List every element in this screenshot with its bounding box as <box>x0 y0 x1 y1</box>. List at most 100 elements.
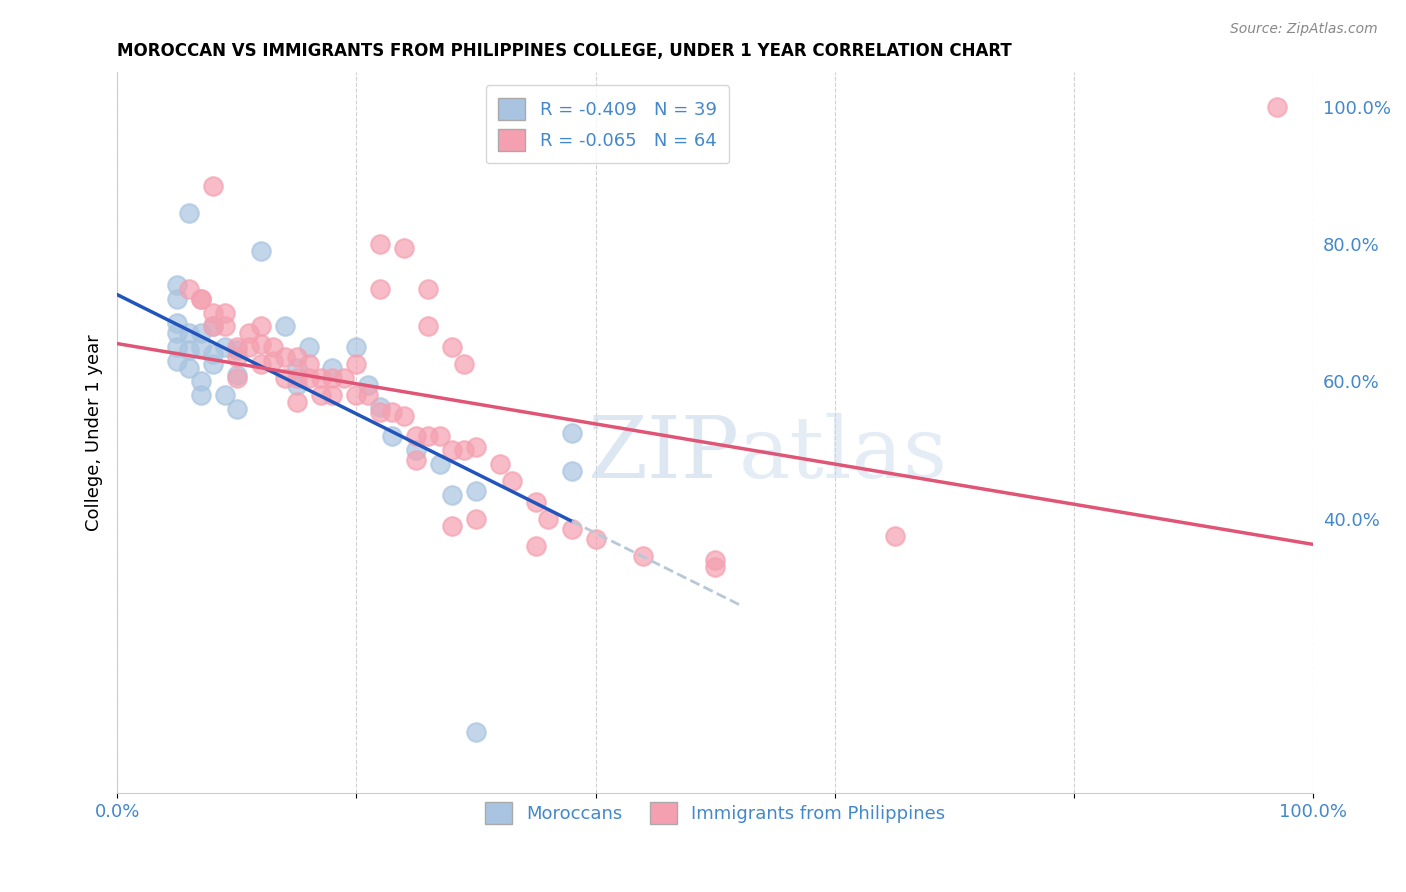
Point <box>238 340 260 354</box>
Point <box>309 388 332 402</box>
Point <box>166 278 188 293</box>
Point <box>285 395 308 409</box>
Point <box>214 388 236 402</box>
Point <box>465 484 488 499</box>
Point <box>166 316 188 330</box>
Point <box>273 319 295 334</box>
Point <box>370 237 392 252</box>
Point <box>524 494 547 508</box>
Point <box>177 343 200 358</box>
Point <box>214 306 236 320</box>
Point <box>225 371 247 385</box>
Point <box>297 371 319 385</box>
Point <box>238 326 260 341</box>
Point <box>501 474 523 488</box>
Point <box>704 553 727 567</box>
Point <box>214 319 236 334</box>
Point <box>418 429 440 443</box>
Point <box>394 240 416 254</box>
Y-axis label: College, Under 1 year: College, Under 1 year <box>86 334 103 532</box>
Point <box>357 377 380 392</box>
Point <box>883 529 905 543</box>
Point <box>249 357 271 371</box>
Point <box>381 405 404 419</box>
Point <box>441 518 464 533</box>
Point <box>441 443 464 458</box>
Point <box>453 443 475 458</box>
Point <box>190 292 212 306</box>
Point <box>1267 100 1289 114</box>
Point <box>441 340 464 354</box>
Point <box>225 343 247 358</box>
Point <box>309 371 332 385</box>
Point <box>418 282 440 296</box>
Point <box>370 405 392 419</box>
Point <box>321 388 343 402</box>
Point <box>370 282 392 296</box>
Point <box>405 453 427 467</box>
Point <box>561 464 583 478</box>
Text: MOROCCAN VS IMMIGRANTS FROM PHILIPPINES COLLEGE, UNDER 1 YEAR CORRELATION CHART: MOROCCAN VS IMMIGRANTS FROM PHILIPPINES … <box>117 42 1012 60</box>
Point <box>190 388 212 402</box>
Point <box>177 206 200 220</box>
Point <box>273 351 295 365</box>
Point <box>177 326 200 341</box>
Point <box>262 353 284 368</box>
Point <box>465 724 488 739</box>
Point <box>201 319 224 334</box>
Point <box>214 340 236 354</box>
Point <box>321 371 343 385</box>
Point <box>297 340 319 354</box>
Point <box>166 340 188 354</box>
Point <box>524 539 547 553</box>
Point <box>190 375 212 389</box>
Point <box>633 549 655 564</box>
Point <box>166 326 188 341</box>
Point <box>225 368 247 382</box>
Point <box>190 292 212 306</box>
Point <box>285 351 308 365</box>
Point <box>537 512 560 526</box>
Point <box>285 377 308 392</box>
Point <box>190 340 212 354</box>
Point <box>405 429 427 443</box>
Point <box>177 360 200 375</box>
Point <box>381 429 404 443</box>
Point <box>465 512 488 526</box>
Point <box>344 357 367 371</box>
Text: atlas: atlas <box>740 413 948 496</box>
Point <box>561 425 583 440</box>
Point <box>585 533 607 547</box>
Point <box>405 443 427 458</box>
Point <box>177 282 200 296</box>
Point <box>344 388 367 402</box>
Point <box>225 351 247 365</box>
Point <box>429 429 451 443</box>
Point <box>190 326 212 341</box>
Point <box>429 457 451 471</box>
Point <box>333 371 356 385</box>
Legend: Moroccans, Immigrants from Philippines: Moroccans, Immigrants from Philippines <box>474 791 956 835</box>
Point <box>201 178 224 193</box>
Point <box>249 319 271 334</box>
Point <box>166 353 188 368</box>
Point <box>273 371 295 385</box>
Point <box>344 340 367 354</box>
Point <box>465 440 488 454</box>
Point <box>225 401 247 416</box>
Point <box>489 457 512 471</box>
Point <box>201 347 224 361</box>
Point <box>418 319 440 334</box>
Point <box>201 357 224 371</box>
Point <box>166 292 188 306</box>
Point <box>285 371 308 385</box>
Point <box>285 360 308 375</box>
Point <box>201 319 224 334</box>
Point <box>394 409 416 423</box>
Text: ZIP: ZIP <box>588 413 740 496</box>
Point <box>441 488 464 502</box>
Point <box>262 340 284 354</box>
Point <box>225 340 247 354</box>
Text: Source: ZipAtlas.com: Source: ZipAtlas.com <box>1230 22 1378 37</box>
Point <box>357 388 380 402</box>
